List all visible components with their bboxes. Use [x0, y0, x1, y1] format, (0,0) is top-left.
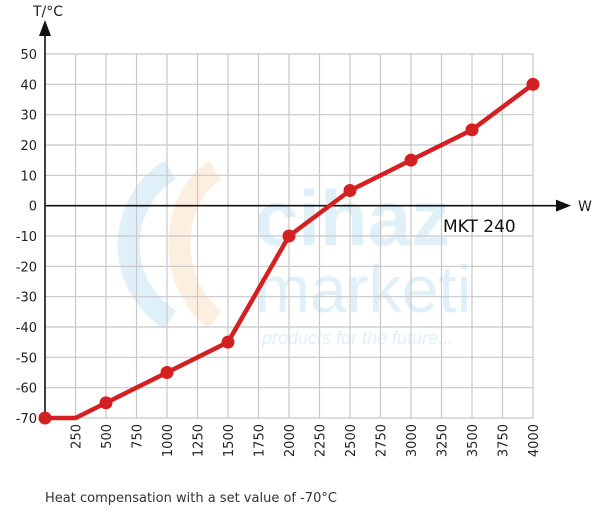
data-point	[38, 411, 52, 425]
y-tick-label: -20	[16, 260, 37, 275]
y-tick-label: 10	[20, 169, 37, 184]
x-tick-label: 250	[70, 424, 85, 449]
x-tick-label: 1750	[253, 424, 268, 457]
data-point	[526, 77, 540, 91]
y-tick-label: -50	[16, 351, 37, 366]
y-tick-label: -10	[16, 230, 37, 245]
x-tick-label: 2250	[314, 424, 329, 457]
x-tick-label: 2750	[375, 424, 390, 457]
y-tick-label: -30	[16, 291, 37, 306]
chart-caption: Heat compensation with a set value of -7…	[45, 491, 337, 506]
data-point	[282, 229, 296, 243]
watermark-tagline: products for the future...	[261, 328, 453, 348]
watermark: cihaz marketi products for the future...	[117, 160, 471, 348]
x-tick-label: 750	[131, 424, 146, 449]
watermark-logo-arc-blue	[117, 160, 177, 330]
data-point	[99, 396, 113, 410]
x-tick-label: 1500	[222, 424, 237, 457]
series-line	[42, 82, 536, 421]
y-axis-label: T/°C	[32, 4, 63, 20]
x-tick-label: 3250	[436, 424, 451, 457]
y-tick-label: 0	[29, 200, 37, 215]
x-axis-arrow	[556, 199, 571, 212]
data-point	[343, 184, 357, 197]
x-tick-label: 1250	[192, 424, 207, 457]
x-tick-label: 4000	[527, 424, 542, 457]
y-tick-label: 30	[20, 109, 37, 124]
x-tick-label: 1000	[161, 424, 176, 457]
y-tick-label: 50	[20, 48, 37, 63]
x-tick-label: 2500	[344, 424, 359, 457]
y-tick-label: 40	[20, 78, 37, 93]
axes	[39, 20, 571, 418]
series-annotation: MKT 240	[443, 217, 516, 237]
data-point	[404, 153, 418, 167]
y-tick-label: -60	[16, 382, 37, 397]
x-axis-label: W	[578, 199, 592, 215]
series	[38, 77, 540, 425]
watermark-logo-arc-orange	[168, 160, 223, 329]
x-tick-label: 3000	[405, 424, 420, 457]
data-point	[221, 335, 235, 349]
y-tick-label: -70	[16, 412, 37, 427]
y-tick-label: 20	[20, 139, 37, 154]
data-point	[465, 123, 479, 137]
x-tick-label: 3500	[466, 424, 481, 457]
y-axis-arrow	[39, 20, 51, 36]
x-tick-label: 3750	[497, 424, 512, 457]
x-tick-label: 2000	[283, 424, 298, 457]
x-tick-label: 500	[100, 424, 115, 449]
y-tick-label: -40	[16, 321, 37, 336]
tick-labels: 50 40 30 20 10 0 -10 -20 -30 -40 -50 -60 -70 250 500 75…	[16, 48, 542, 457]
data-point	[160, 366, 174, 379]
watermark-brand-line2: marketi	[255, 252, 471, 326]
